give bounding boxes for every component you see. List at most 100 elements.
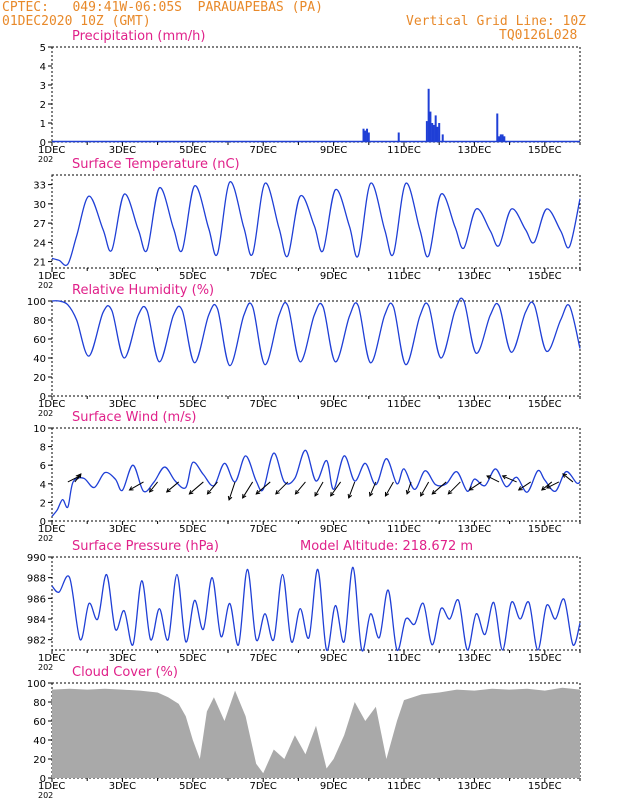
x-tick-label: 11DEC: [387, 145, 421, 156]
wind-arrow: [314, 481, 324, 497]
wind-arrow: [207, 481, 218, 495]
precip-bar: [425, 121, 428, 142]
x-tick-label: 13DEC: [458, 781, 492, 792]
wind-arrow: [369, 481, 377, 497]
wind-arrow: [149, 481, 158, 493]
panel-frame: [51, 300, 581, 397]
wind-arrow-head: [227, 495, 233, 501]
y-tick-label: 986: [27, 594, 46, 605]
wind-arrow-head: [541, 486, 546, 491]
y-tick-label: 8: [40, 443, 46, 454]
wind-arrow-head: [206, 489, 212, 495]
x-tick-label: 1DEC: [38, 653, 65, 664]
wind-arrow: [255, 481, 271, 495]
wind-arrow-head: [77, 473, 82, 478]
header-line2-left: 01DEC2020 10Z (GMT): [2, 14, 151, 29]
wind-arrow-head: [188, 490, 194, 495]
wind-arrow: [469, 481, 482, 491]
x-tick-label: 7DEC: [250, 271, 277, 282]
panel-1: Surface Temperature (nC) 21 24 27 30 33 1DEC 3D…: [33, 157, 581, 290]
x-tick-label: 15DEC: [528, 653, 562, 664]
x-tick-label: 1DEC: [38, 145, 65, 156]
header-line1-left: CPTEC: 049:41W-06:05S PARAUAPEBAS (PA): [2, 0, 323, 15]
y-tick-label: 80: [33, 698, 46, 709]
wind-arrow: [431, 481, 447, 495]
y-tick-label: 10: [33, 424, 46, 435]
header-line2-right: TQ0126L028: [499, 28, 578, 43]
panel-title: Surface Pressure (hPa): [72, 539, 219, 554]
series-line: [51, 297, 581, 367]
x-tick-label: 5DEC: [179, 399, 206, 410]
y-tick-label: 20: [33, 373, 46, 384]
wind-arrow-head: [330, 491, 335, 497]
y-tick-label: 0: [40, 517, 46, 528]
wind-arrow-head: [384, 491, 390, 497]
x-tick-label: 3DEC: [109, 524, 136, 535]
wind-arrow-head: [468, 486, 474, 491]
wind-arrow: [189, 481, 204, 495]
precip-bar: [441, 134, 444, 142]
header-line1-right: Vertical Grid Line: 10Z: [406, 14, 587, 29]
cloud-area: [52, 687, 580, 778]
x-tick-label: 9DEC: [320, 781, 347, 792]
y-tick-label: 33: [33, 181, 46, 192]
x-tick-label: 5DEC: [179, 524, 206, 535]
x-tick-label: 7DEC: [250, 653, 277, 664]
x-tick-label: 13DEC: [458, 399, 492, 410]
wind-arrow: [129, 481, 144, 491]
y-tick-label: 20: [33, 755, 46, 766]
y-tick-label: 0: [40, 774, 46, 785]
wind-arrow: [242, 481, 254, 499]
series-line: [51, 181, 581, 267]
y-tick-label: 100: [27, 679, 46, 690]
x-tick-label: 5DEC: [179, 271, 206, 282]
wind-arrow-head: [545, 484, 551, 489]
x-tick-label: 15DEC: [528, 399, 562, 410]
series-line: [51, 566, 581, 652]
wind-arrow: [546, 481, 560, 489]
wind-arrow-head: [347, 493, 353, 499]
y-tick-label: 80: [33, 316, 46, 327]
y-tick-label: 24: [33, 238, 46, 249]
panel-frame: [51, 556, 581, 651]
y-tick-label: 100: [27, 297, 46, 308]
wind-arrow-head: [314, 491, 319, 497]
wind-arrow: [295, 481, 306, 495]
wind-arrow: [348, 481, 356, 499]
precip-bar: [364, 130, 367, 142]
wind-arrow-head: [405, 489, 411, 495]
x-tick-label: 11DEC: [387, 271, 421, 282]
x-tick-label: 7DEC: [250, 781, 277, 792]
wind-arrow-head: [165, 488, 171, 493]
wind-arrow-head: [501, 475, 507, 480]
x-tick-label: 9DEC: [320, 271, 347, 282]
panel-title: Relative Humidity (%): [72, 283, 214, 298]
x-tick-label: 15DEC: [528, 524, 562, 535]
wind-arrow: [406, 481, 412, 495]
precip-bar: [397, 132, 400, 142]
x-tick-label: 9DEC: [320, 145, 347, 156]
precip-bar: [496, 113, 499, 142]
precip-bar: [434, 115, 437, 142]
panel-title: Surface Temperature (nC): [72, 157, 240, 172]
y-tick-label: 3: [40, 81, 46, 92]
x-tick-label: 1DEC: [38, 271, 65, 282]
wind-arrow-head: [486, 475, 492, 480]
x-tick-label: 11DEC: [387, 524, 421, 535]
wind-arrow-head: [447, 489, 453, 495]
wind-arrow: [74, 473, 82, 483]
precip-bar: [431, 123, 434, 142]
panel-title: Precipitation (mm/h): [72, 29, 205, 44]
panel-frame: [51, 427, 581, 522]
y-tick-label: 60: [33, 717, 46, 728]
x-tick-label: 3DEC: [109, 399, 136, 410]
x-tick-label: 3DEC: [109, 781, 136, 792]
wind-arrow-head: [294, 489, 300, 495]
wind-arrow: [518, 481, 531, 491]
x-tick-label: 13DEC: [458, 145, 492, 156]
x-tick-label: 3DEC: [109, 653, 136, 664]
x-year-stub: 202: [38, 791, 53, 800]
x-tick-label: 3DEC: [109, 145, 136, 156]
y-tick-label: 2: [40, 100, 46, 111]
